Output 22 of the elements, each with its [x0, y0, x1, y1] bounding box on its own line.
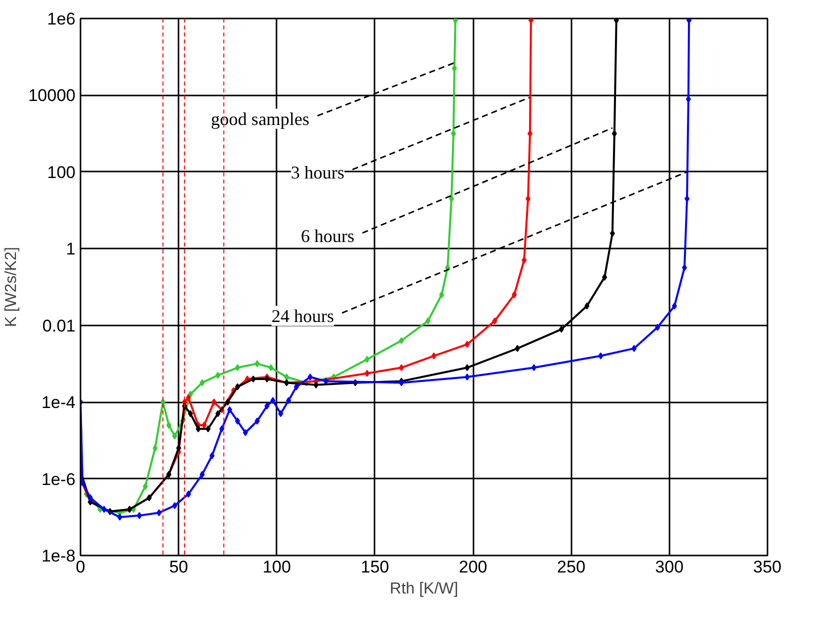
x-tick-label: 50	[169, 558, 188, 576]
x-tick-label: 200	[458, 558, 488, 576]
y-axis-title: K [W2s/K2]	[3, 246, 20, 328]
x-tick-label: 100	[262, 558, 291, 576]
x-tick-label: 0	[76, 558, 86, 576]
annotation: 6 hours	[300, 226, 354, 246]
y-tick-label: 1e6	[47, 10, 76, 28]
x-tick-label: 250	[557, 558, 586, 576]
x-axis-title: Rth [K/W]	[390, 580, 458, 598]
annotation: 24 hours	[272, 306, 334, 326]
x-tick-label: 300	[655, 558, 684, 576]
y-tick-label: 10000	[28, 86, 76, 106]
y-tick-label: 100	[47, 162, 76, 182]
annotation: good samples	[210, 108, 310, 129]
y-tick-label: 1e-8	[41, 546, 76, 566]
y-tick-label: 1e-6	[41, 470, 76, 489]
y-tick-label: 0.01	[42, 316, 76, 336]
y-tick-label: 1	[66, 240, 76, 259]
x-tick-label: 350	[753, 558, 782, 576]
x-tick-label: 150	[360, 558, 390, 576]
annotation: 3 hours	[290, 162, 344, 183]
y-tick-label: 1e-4	[41, 393, 76, 412]
